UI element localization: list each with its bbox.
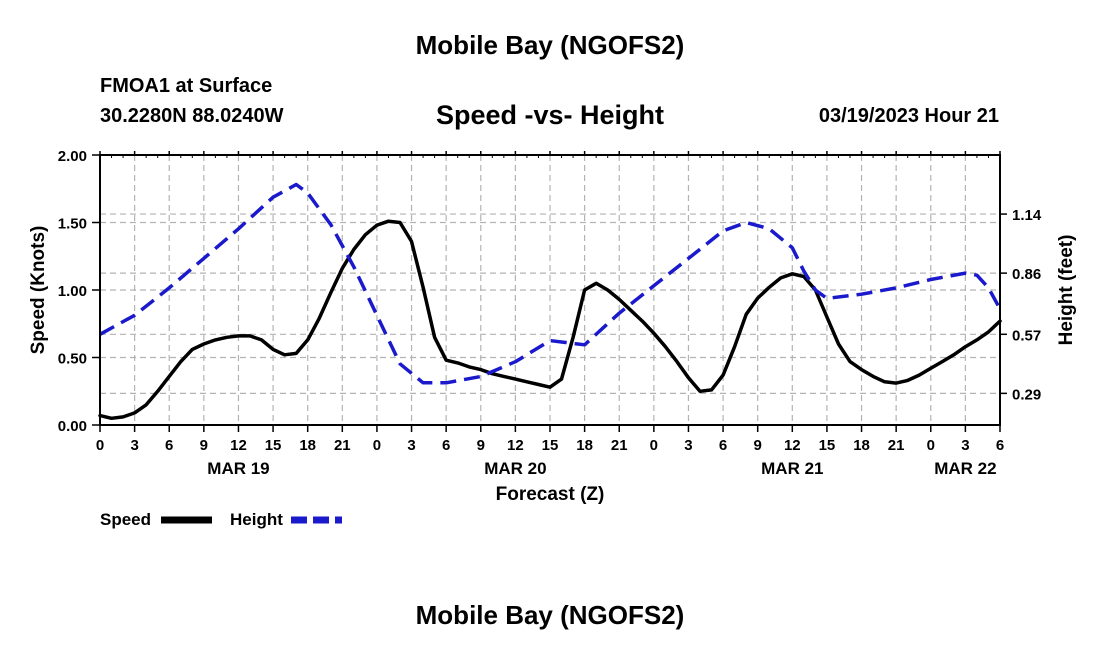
coordinates-label: 30.2280N 88.0240W: [100, 105, 284, 127]
forecast-datetime: 03/19/2023 Hour 21: [818, 105, 999, 127]
x-tick-label: 0: [96, 437, 104, 454]
x-tick-label: 18: [299, 437, 316, 454]
x-tick-label: 3: [961, 437, 969, 454]
x-tick-label: 0: [373, 437, 381, 454]
x-tick-label: 9: [477, 437, 485, 454]
station-label: FMOA1 at Surface: [100, 75, 273, 97]
x-tick-label: 15: [819, 437, 836, 454]
footer-title: Mobile Bay (NGOFS2): [415, 600, 685, 630]
date-label: MAR 21: [761, 459, 823, 478]
series-height-line: [99, 182, 1002, 385]
date-label: MAR 22: [934, 459, 996, 478]
series-speed-line: [98, 219, 1002, 421]
x-tick-label: 6: [442, 437, 450, 454]
x-tick-label: 15: [542, 437, 559, 454]
x-tick-label: 3: [130, 437, 138, 454]
y-axis-label: Speed (Knots): [28, 226, 49, 355]
x-tick-label: 3: [407, 437, 415, 454]
y-tick-label: 0.00: [58, 418, 87, 435]
x-tick-label: 12: [784, 437, 801, 454]
x-tick-label: 6: [719, 437, 727, 454]
x-tick-label: 21: [888, 437, 905, 454]
y2-axis-label: Height (feet): [1056, 235, 1077, 346]
y2-tick-label: 0.29: [1012, 386, 1041, 403]
series-layer: [98, 182, 1002, 421]
x-tick-label: 3: [684, 437, 692, 454]
legend-label-speed: Speed: [100, 510, 151, 529]
y-tick-label: 2.00: [58, 148, 87, 165]
y-tick-label: 1.00: [58, 283, 87, 300]
grid-lines: [100, 155, 1000, 425]
y-tick-label: 1.50: [58, 216, 87, 233]
legend: Speed Height: [100, 510, 342, 529]
x-tick-label: 0: [927, 437, 935, 454]
date-label: MAR 19: [207, 459, 269, 478]
x-tick-label: 9: [200, 437, 208, 454]
chart-subtitle: Speed -vs- Height: [435, 100, 665, 130]
y2-tick-label: 0.57: [1012, 327, 1041, 344]
x-tick-label: 21: [611, 437, 628, 454]
page-title: Mobile Bay (NGOFS2): [415, 30, 685, 60]
axis-ticks: [92, 151, 1007, 432]
x-tick-label: 18: [853, 437, 870, 454]
x-tick-label: 18: [576, 437, 593, 454]
x-tick-label: 12: [507, 437, 524, 454]
legend-label-height: Height: [230, 510, 283, 529]
x-axis-label: Forecast (Z): [496, 484, 605, 505]
y2-tick-label: 1.14: [1012, 207, 1042, 224]
y-tick-label: 0.50: [58, 351, 87, 368]
x-tick-label: 21: [334, 437, 351, 454]
x-tick-label: 6: [996, 437, 1004, 454]
axis-labels: 0 3 6 9 12 15 18 21 0 3 6 9 12 15 18 21 0 3 6 9 12 15 18 21 0 3 6 0…: [28, 148, 1077, 505]
x-tick-label: 0: [650, 437, 658, 454]
x-tick-label: 6: [165, 437, 173, 454]
date-label: MAR 20: [484, 459, 546, 478]
x-tick-label: 9: [754, 437, 762, 454]
x-tick-label: 12: [230, 437, 247, 454]
x-tick-label: 15: [265, 437, 282, 454]
y2-tick-label: 0.86: [1012, 266, 1041, 283]
